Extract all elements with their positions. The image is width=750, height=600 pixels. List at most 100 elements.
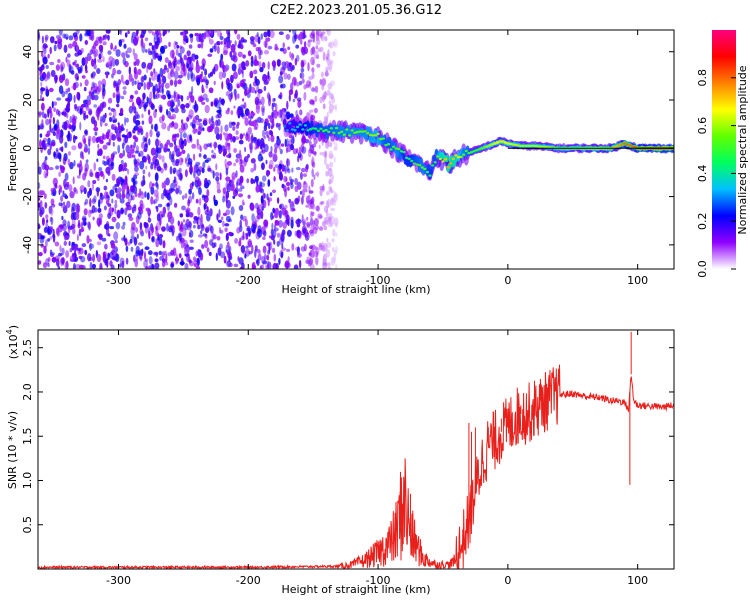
spectrogram-noise-cell [139, 160, 145, 170]
spectrogram-ridge-core [493, 142, 497, 145]
spectrogram-noise-cell [39, 139, 42, 149]
spectrogram-noise-cell [316, 171, 319, 178]
spectrogram-noise-cell [220, 60, 224, 69]
spectrogram-noise-cell [276, 232, 281, 238]
spectrogram-noise-cell [211, 115, 214, 123]
spectrogram-noise-cell [55, 148, 59, 152]
spectrogram-noise-cell [91, 263, 97, 269]
spectrogram-noise-cell [274, 220, 280, 226]
spectrogram-noise-cell [74, 106, 80, 112]
spectrogram-noise-cell [273, 166, 276, 172]
spectrogram-noise-cell [230, 110, 234, 115]
spectrogram-noise-cell [263, 31, 268, 38]
spectrogram-noise-cell [79, 228, 85, 233]
spectrogram-ridge-core [521, 144, 526, 148]
spectrogram-noise-cell [147, 214, 151, 219]
spectrogram-noise-cell [182, 30, 185, 39]
spectrogram-noise-cell [98, 167, 103, 172]
spectrogram-noise-cell [279, 148, 283, 155]
spectrogram-noise-cell [295, 167, 301, 171]
spectrogram-noise-cell [219, 172, 222, 181]
spectrogram-noise-cell [185, 244, 190, 254]
spectrogram-noise-cell [215, 133, 221, 140]
spectrogram-ridge-core [334, 126, 339, 130]
spectrogram-ridge-core [475, 149, 479, 152]
spectrogram-noise-cell [168, 41, 171, 48]
spectrogram-noise-cell [134, 80, 137, 85]
spectrogram-noise-cell [112, 126, 117, 131]
spectrogram-noise-cell [124, 207, 128, 216]
spectrogram-noise-cell [176, 133, 180, 138]
spectrogram-noise-cell [302, 30, 305, 36]
spectrogram-noise-cell [125, 54, 130, 58]
spectrogram-noise-cell [281, 61, 287, 67]
spectrogram-noise-cell [160, 213, 165, 218]
spectrogram-noise-cell [199, 145, 202, 153]
spectrogram-noise-cell [43, 47, 47, 55]
spectrogram-noise-cell [135, 227, 138, 233]
spectrogram-noise-cell [141, 61, 147, 69]
spectrogram-noise-cell [89, 169, 93, 177]
spectrogram-noise-cell [182, 195, 185, 200]
spectrogram-ridge-core [350, 129, 354, 132]
spectrogram-noise-cell [271, 222, 274, 230]
spectrogram-noise-cell [320, 32, 323, 40]
spectrogram-noise-cell [114, 118, 118, 123]
spectrogram-ridge-core [316, 129, 320, 132]
spectrogram-noise-cell [39, 71, 42, 77]
spectrogram-noise-cell [65, 250, 70, 258]
spectrogram-noise-cell [250, 135, 254, 144]
spectrogram-noise-cell [53, 101, 57, 106]
spectrogram-noise-cell [73, 187, 77, 193]
spectrogram-noise-cell [288, 89, 294, 95]
spectrogram-noise-cell [148, 171, 151, 178]
spectrogram-noise-cell [310, 109, 314, 113]
spectrogram-ridge-core [446, 166, 450, 169]
spectrogram-noise-cell [311, 30, 316, 37]
spectrogram-ridge-core [462, 153, 466, 156]
spectrogram-noise-cell [94, 57, 97, 65]
spectrogram-noise-cell [169, 150, 172, 160]
spectrogram-noise-cell [303, 46, 309, 55]
spectrogram-noise-cell [167, 30, 170, 33]
spectrogram-noise-cell [121, 260, 125, 269]
spectrogram-noise-cell [121, 74, 124, 83]
spectrogram-noise-cell [284, 204, 288, 209]
spectrogram-noise-cell [38, 225, 41, 229]
spectrogram-noise-cell [257, 253, 262, 261]
spectrogram-noise-cell [69, 255, 75, 262]
spectrogram-noise-cell [168, 122, 175, 128]
spectrogram-noise-cell [241, 262, 245, 269]
spectrogram-noise-cell [119, 152, 124, 159]
spectrogram-noise-cell [247, 50, 252, 57]
spectrogram-noise-cell [126, 132, 132, 139]
spectrogram-noise-cell [107, 252, 111, 259]
spectrogram-noise-cell [215, 176, 220, 182]
spectrogram-noise-cell [231, 172, 236, 180]
spectrogram-noise-cell [186, 153, 190, 162]
spectrogram-noise-cell [190, 166, 192, 176]
spectrogram-noise-cell [80, 47, 84, 54]
spectrogram-noise-cell [183, 122, 189, 130]
spectrogram-noise-cell [96, 241, 102, 246]
spectrogram-noise-cell [334, 142, 338, 150]
spectrogram-noise-cell [125, 79, 130, 86]
spectrogram-noise-cell [153, 251, 157, 256]
spectrogram-noise-cell [322, 262, 327, 269]
spectrogram-noise-cell [320, 31, 326, 35]
spectrogram-noise-cell [139, 222, 143, 231]
spectrogram-noise-cell [160, 47, 166, 55]
spectrogram-noise-cell [128, 105, 134, 114]
spectrogram-noise-cell [329, 187, 333, 193]
spectrogram-noise-cell [108, 106, 111, 111]
spectrogram-noise-cell [63, 178, 67, 188]
spectrogram-noise-cell [202, 97, 205, 102]
spectrogram-noise-cell [75, 211, 80, 220]
spectrogram-noise-cell [296, 97, 302, 102]
spectrogram-noise-cell [196, 77, 201, 86]
spectrogram-noise-cell [237, 93, 240, 100]
spectrogram-ridge-core [542, 145, 546, 148]
spectrogram-noise-cell [83, 187, 87, 195]
spectrogram-noise-cell [222, 195, 226, 203]
spectrogram-noise-cell [155, 205, 158, 210]
